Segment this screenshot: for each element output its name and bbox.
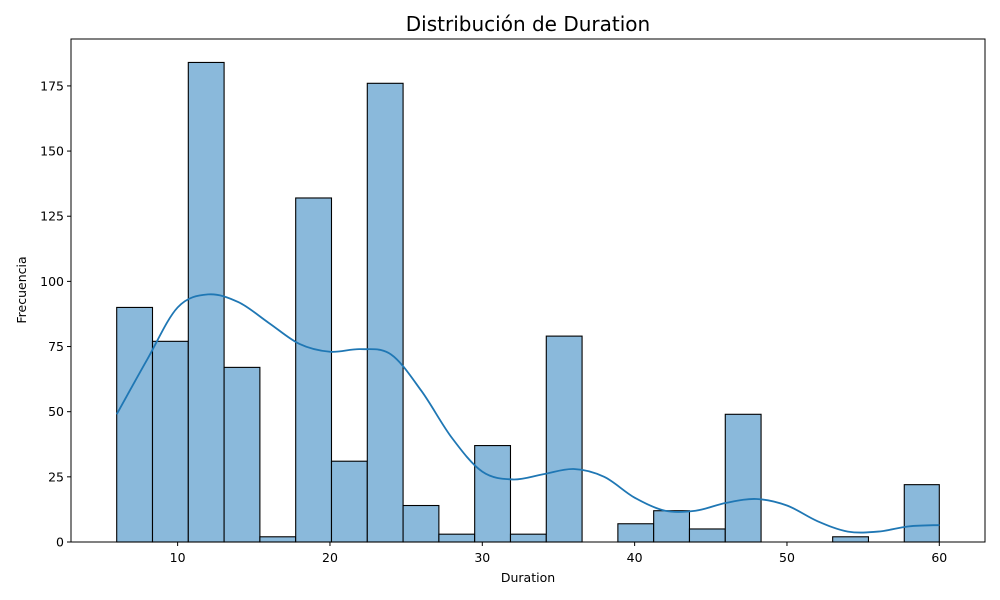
x-axis-label: Duration xyxy=(501,570,555,585)
y-tick-label: 50 xyxy=(48,404,64,419)
histogram-bar xyxy=(259,536,297,543)
x-tick-label: 30 xyxy=(474,550,490,565)
y-axis-ticks: 0 25 50 75 100 125 150 175 xyxy=(40,78,71,550)
histogram-bar xyxy=(223,366,261,543)
x-tick-label: 20 xyxy=(322,550,338,565)
y-tick-label: 25 xyxy=(48,469,64,484)
x-axis-ticks: 10 20 30 40 50 60 xyxy=(170,542,947,565)
histogram-bar xyxy=(151,340,189,543)
y-tick-label: 125 xyxy=(40,209,64,224)
y-tick-label: 75 xyxy=(48,339,64,354)
y-tick-label: 100 xyxy=(40,274,64,289)
histogram-bar xyxy=(402,504,440,543)
histogram-bar xyxy=(509,533,547,543)
histogram-bar xyxy=(724,413,762,543)
bars-group xyxy=(116,61,940,543)
y-tick-label: 0 xyxy=(56,535,64,550)
histogram-bar xyxy=(366,82,404,543)
y-tick-label: 175 xyxy=(40,78,64,93)
histogram-bar xyxy=(474,445,512,543)
histogram-bar xyxy=(545,335,583,543)
kde-line xyxy=(115,293,940,534)
histogram-bar xyxy=(688,528,726,543)
histogram-bar xyxy=(295,197,333,543)
y-tick-label: 150 xyxy=(40,144,64,159)
x-tick-label: 50 xyxy=(779,550,795,565)
x-tick-label: 40 xyxy=(627,550,643,565)
histogram-bar xyxy=(330,460,368,543)
y-axis-label: Frecuencia xyxy=(14,256,29,323)
histogram-bar xyxy=(903,484,940,543)
histogram-bar xyxy=(832,536,870,543)
plot-frame xyxy=(70,38,986,543)
histogram-bar xyxy=(116,306,154,543)
x-tick-label: 10 xyxy=(170,550,186,565)
histogram-bar xyxy=(617,523,655,543)
histogram-bar xyxy=(438,533,476,543)
histogram-bar xyxy=(187,61,225,543)
chart-title: Distribución de Duration xyxy=(406,12,650,36)
histogram-bar xyxy=(653,510,691,543)
x-tick-label: 60 xyxy=(931,550,947,565)
